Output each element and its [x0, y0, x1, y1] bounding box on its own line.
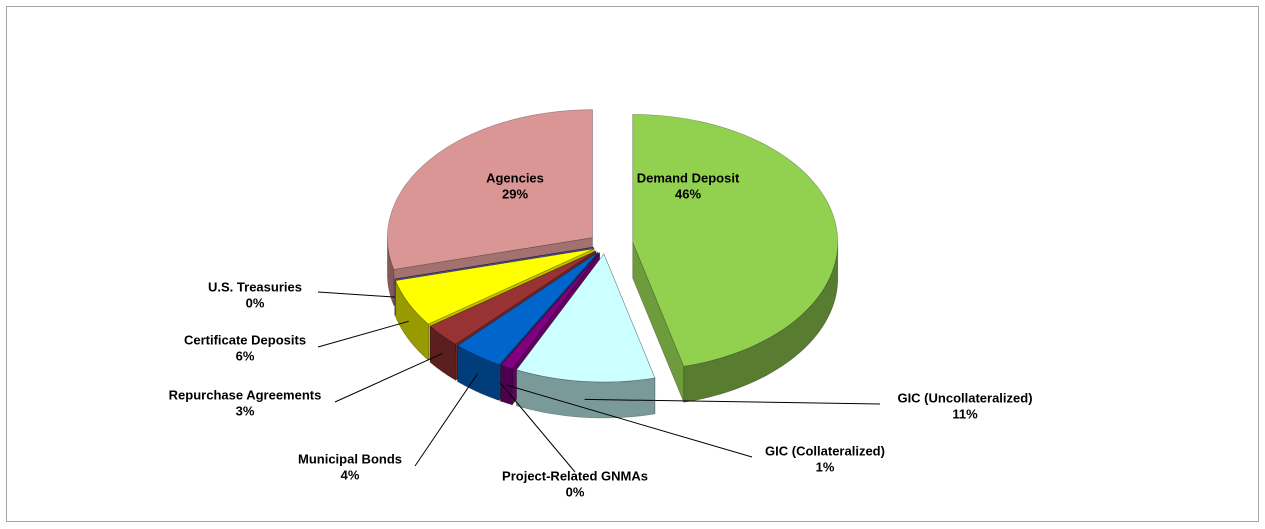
leader-line	[317, 291, 395, 298]
slice-label: GIC (Uncollateralized)	[897, 390, 1032, 405]
pie-slice	[457, 252, 599, 365]
pie-slice	[395, 248, 595, 325]
leader-line	[584, 398, 881, 405]
slice-label: Demand Deposit	[637, 170, 740, 185]
slice-value-label: 6%	[236, 348, 255, 363]
pie-slice	[632, 114, 839, 367]
pie-slice	[387, 109, 593, 270]
slice-side	[387, 237, 395, 306]
leader-line	[506, 384, 753, 458]
slice-label: Certificate Deposits	[184, 332, 306, 347]
slice-value-label: 0%	[246, 295, 265, 310]
pie-slice	[516, 253, 656, 383]
slice-label: GIC (Collateralized)	[765, 443, 885, 458]
slice-value-label: 11%	[952, 406, 978, 421]
chart-frame	[6, 6, 1259, 522]
leader-line	[414, 373, 478, 467]
slice-label: Repurchase Agreements	[169, 387, 322, 402]
slice-value-label: 29%	[502, 186, 528, 201]
slice-value-label: 0%	[566, 484, 585, 499]
slice-value-label: 3%	[236, 403, 255, 418]
slice-side	[516, 369, 656, 419]
leader-line	[334, 353, 443, 403]
slice-label: Project-Related GNMAs	[502, 468, 648, 483]
slice-label: Agencies	[486, 170, 544, 185]
slice-label: U.S. Treasuries	[208, 279, 302, 294]
slice-value-label: 4%	[341, 467, 360, 482]
slice-value-label: 46%	[675, 186, 701, 201]
pie-slice	[500, 252, 600, 370]
slice-side	[429, 325, 456, 381]
pie-slice	[429, 250, 597, 345]
slice-value-label: 1%	[816, 459, 835, 474]
leader-line	[317, 320, 409, 348]
leader-line	[500, 382, 576, 473]
slice-label: Municipal Bonds	[298, 451, 402, 466]
